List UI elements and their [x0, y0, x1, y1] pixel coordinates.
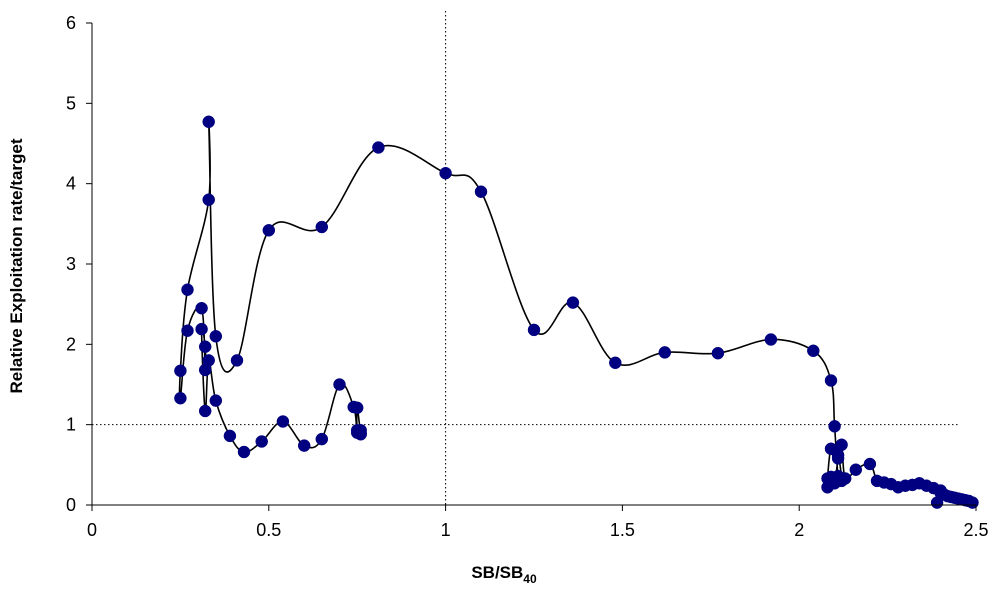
data-points — [174, 115, 979, 509]
data-point — [333, 378, 346, 391]
x-ticks: 0 0.5 1 1.5 2 2.5 — [87, 505, 989, 540]
data-point — [297, 439, 311, 452]
data-point — [354, 427, 367, 440]
x-tick-label: 1.5 — [610, 520, 635, 540]
data-point — [174, 364, 187, 378]
y-tick-label: 2 — [66, 334, 76, 354]
data-point — [609, 356, 622, 370]
data-point — [202, 354, 215, 367]
x-tick-label: 1 — [441, 520, 451, 540]
data-point — [849, 463, 863, 476]
y-tick-label: 3 — [66, 254, 76, 274]
data-point — [566, 296, 580, 309]
data-point — [230, 354, 244, 367]
data-point — [658, 346, 672, 359]
data-point — [831, 469, 845, 483]
data-point — [930, 496, 944, 509]
x-axis-title-subscript: 40 — [523, 572, 537, 586]
data-point — [202, 115, 215, 129]
x-axis-title: SB/SB40 — [471, 563, 537, 586]
data-point — [711, 346, 725, 360]
y-tick-label: 0 — [66, 495, 76, 515]
data-point — [195, 322, 208, 336]
data-point — [209, 394, 223, 407]
reference-lines — [92, 11, 958, 505]
data-point — [863, 457, 877, 471]
data-point — [315, 220, 329, 234]
x-tick-label: 0.5 — [256, 520, 281, 540]
x-tick-label: 2.5 — [963, 520, 988, 540]
data-point — [870, 474, 884, 488]
data-point — [831, 448, 845, 462]
data-point — [372, 141, 385, 154]
data-point — [209, 330, 223, 343]
data-point — [828, 420, 841, 433]
data-point — [198, 404, 212, 418]
data-point — [439, 166, 452, 180]
y-axis-title: Relative Exploitation rate/target — [7, 138, 26, 393]
data-point — [262, 224, 276, 237]
data-point — [474, 185, 488, 198]
y-ticks: 0 1 2 3 4 5 6 — [66, 13, 92, 515]
data-point — [202, 193, 215, 206]
data-point — [350, 401, 364, 415]
data-point — [807, 344, 820, 358]
x-tick-label: 0 — [87, 520, 97, 540]
x-tick-label: 2 — [794, 520, 804, 540]
y-tick-label: 5 — [66, 93, 76, 113]
y-tick-label: 1 — [66, 415, 76, 435]
data-point — [223, 429, 237, 443]
data-point — [174, 391, 187, 405]
data-point — [181, 283, 194, 296]
y-tick-label: 6 — [66, 13, 76, 33]
data-point — [198, 340, 212, 353]
x-axis-title-main: SB/SB — [471, 563, 523, 582]
data-point — [255, 435, 268, 448]
data-point — [237, 445, 251, 459]
data-point — [315, 432, 329, 446]
data-point — [276, 415, 290, 428]
data-point — [195, 301, 208, 315]
data-point — [527, 323, 541, 337]
data-point — [181, 324, 194, 337]
data-point — [764, 333, 778, 346]
data-point — [824, 374, 838, 387]
data-point — [821, 472, 834, 485]
y-tick-label: 4 — [66, 174, 76, 194]
